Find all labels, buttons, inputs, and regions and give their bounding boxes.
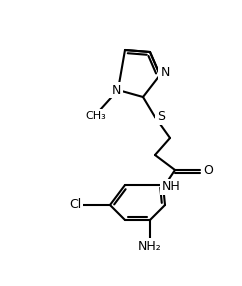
Text: CH₃: CH₃ — [86, 111, 106, 121]
Text: NH: NH — [162, 180, 180, 194]
Text: S: S — [157, 110, 165, 124]
Text: O: O — [203, 164, 213, 176]
Text: Cl: Cl — [69, 198, 81, 212]
Text: N: N — [160, 67, 170, 80]
Text: N: N — [111, 84, 121, 96]
Text: NH₂: NH₂ — [138, 239, 162, 253]
